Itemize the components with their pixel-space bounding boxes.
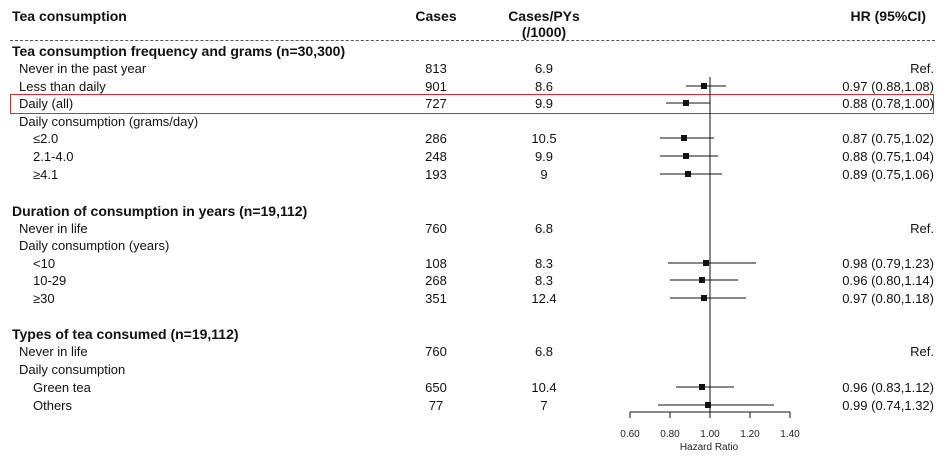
section-title-duration: Duration of consumption in years (n=19,1… xyxy=(12,203,308,219)
x-tick-label: 1.40 xyxy=(780,429,800,440)
row-label: Never in life xyxy=(19,221,88,236)
row-rate: 8.3 xyxy=(534,256,554,271)
header-label: Tea consumption xyxy=(12,8,127,24)
row-cases: 813 xyxy=(425,61,447,76)
row-hr-text: 0.96 (0.80,1.14) xyxy=(842,273,934,288)
row-cases: 760 xyxy=(425,221,447,236)
x-axis-label: Hazard Ratio xyxy=(680,442,739,453)
row-cases: 77 xyxy=(428,398,444,413)
row-rate: 12.4 xyxy=(531,291,557,306)
hr-marker xyxy=(701,295,707,301)
header-rate-line2: (/1000) xyxy=(521,24,567,40)
row-rate: 9.9 xyxy=(534,96,554,111)
row-label: ≥4.1 xyxy=(33,167,59,182)
row-label: ≥30 xyxy=(33,291,55,306)
row-label: Others xyxy=(33,398,73,413)
x-tick-label: 0.80 xyxy=(660,429,680,440)
header-divider xyxy=(10,40,935,41)
row-rate: 9 xyxy=(540,167,548,182)
row-rate: 6.9 xyxy=(534,61,554,76)
row-hr-text: 0.89 (0.75,1.06) xyxy=(842,167,934,182)
row-label: Daily consumption (grams/day) xyxy=(19,114,199,129)
row-rate: 6.8 xyxy=(534,221,554,236)
header-hr: HR (95%CI) xyxy=(850,8,926,24)
hr-marker xyxy=(683,153,689,159)
row-rate: 10.4 xyxy=(531,380,557,395)
row-cases: 351 xyxy=(425,291,447,306)
row-rate: 10.5 xyxy=(531,131,557,146)
hr-marker xyxy=(703,260,709,266)
row-label: Daily (all) xyxy=(19,96,74,111)
hr-marker xyxy=(699,277,705,283)
highlight-box xyxy=(10,94,934,114)
row-label: Daily consumption xyxy=(19,362,126,377)
section-title-frequency: Tea consumption frequency and grams (n=3… xyxy=(12,43,346,59)
row-hr-text: 0.97 (0.80,1.18) xyxy=(842,291,934,306)
row-rate: 8.3 xyxy=(534,273,554,288)
row-rate: 6.8 xyxy=(534,344,554,359)
row-hr-text: 0.99 (0.74,1.32) xyxy=(842,398,934,413)
row-label: 2.1-4.0 xyxy=(33,149,74,164)
x-tick-label: 1.00 xyxy=(700,429,720,440)
row-cases: 268 xyxy=(425,273,447,288)
x-tick-label: 1.20 xyxy=(740,429,760,440)
row-label: ≤2.0 xyxy=(33,131,59,146)
row-cases: 650 xyxy=(425,380,447,395)
row-hr-text: Ref. xyxy=(910,61,934,76)
row-label: Less than daily xyxy=(19,79,106,94)
row-cases: 108 xyxy=(425,256,447,271)
row-hr-text: 0.88 (0.75,1.04) xyxy=(842,149,934,164)
row-hr-text: 0.87 (0.75,1.02) xyxy=(842,131,934,146)
row-hr-text: 0.98 (0.79,1.23) xyxy=(842,256,934,271)
row-hr-text: 0.88 (0.78,1.00) xyxy=(842,96,934,111)
row-cases: 193 xyxy=(425,167,447,182)
row-label: Green tea xyxy=(33,380,91,395)
row-cases: 248 xyxy=(425,149,447,164)
hr-marker xyxy=(705,402,711,408)
row-label: 10-29 xyxy=(33,273,67,288)
hr-marker xyxy=(685,171,691,177)
hr-marker xyxy=(699,384,705,390)
row-label: Never in life xyxy=(19,344,88,359)
header-cases: Cases xyxy=(415,8,457,24)
row-cases: 727 xyxy=(425,96,447,111)
hr-marker xyxy=(683,100,689,106)
row-cases: 760 xyxy=(425,344,447,359)
row-rate: 8.6 xyxy=(534,79,554,94)
header-rate-line1: Cases/PYs xyxy=(508,8,580,24)
row-rate: 7 xyxy=(540,398,548,413)
section-title-types: Types of tea consumed (n=19,112) xyxy=(12,326,239,342)
row-label: Daily consumption (years) xyxy=(19,238,170,253)
row-hr-text: 0.97 (0.88,1.08) xyxy=(842,79,934,94)
row-hr-text: Ref. xyxy=(910,344,934,359)
row-label: <10 xyxy=(33,256,56,271)
x-tick-label: 0.60 xyxy=(620,429,640,440)
hr-marker xyxy=(681,135,687,141)
row-cases: 901 xyxy=(425,79,447,94)
row-hr-text: 0.96 (0.83,1.12) xyxy=(842,380,934,395)
row-label: Never in the past year xyxy=(19,61,147,76)
row-rate: 9.9 xyxy=(534,149,554,164)
hr-marker xyxy=(701,83,707,89)
row-hr-text: Ref. xyxy=(910,221,934,236)
row-cases: 286 xyxy=(425,131,447,146)
